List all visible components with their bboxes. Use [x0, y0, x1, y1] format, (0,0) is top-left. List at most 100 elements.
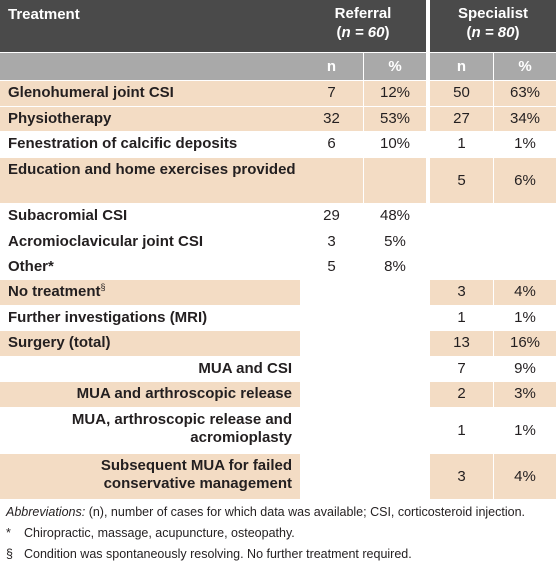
referral-pct — [363, 305, 427, 330]
table-row: Fenestration of calcific deposits 6 10% … — [0, 131, 556, 157]
specialist-pct: 34% — [493, 106, 556, 131]
specialist-n: 50 — [430, 80, 494, 106]
referral-n: 32 — [300, 106, 363, 131]
row-label: Acromioclavicular joint CSI — [0, 229, 300, 254]
specialist-n: 5 — [430, 157, 494, 203]
specialist-pct — [493, 203, 556, 229]
table-row: Subacromial CSI 29 48% — [0, 203, 556, 229]
referral-n — [300, 330, 363, 356]
row-label: Subacromial CSI — [0, 203, 300, 229]
table-row: Other* 5 8% — [0, 254, 556, 279]
referral-n: 29 — [300, 203, 363, 229]
specialist-pct: 4% — [493, 279, 556, 305]
table-row: Acromioclavicular joint CSI 3 5% — [0, 229, 556, 254]
footnote-marker: § — [100, 282, 106, 292]
table-row: Education and home exercises provided 5 … — [0, 157, 556, 203]
table-row: MUA, arthroscopic release and acromiopla… — [0, 407, 556, 453]
referral-pct-col: % — [363, 52, 427, 80]
referral-n-label: n = 60 — [341, 24, 385, 41]
row-label: No treatment§ — [0, 279, 300, 305]
row-label: MUA and CSI — [0, 356, 300, 381]
specialist-pct: 9% — [493, 356, 556, 381]
referral-header: Referral (n = 60) — [300, 0, 427, 52]
specialist-n: 27 — [430, 106, 494, 131]
table-row: No treatment§ 3 4% — [0, 279, 556, 305]
row-label: Other* — [0, 254, 300, 279]
treatment-table: Treatment Referral (n = 60) Specialist (… — [0, 0, 556, 499]
specialist-pct — [493, 229, 556, 254]
specialist-pct: 6% — [493, 157, 556, 203]
row-label: Education and home exercises provided — [0, 157, 300, 203]
referral-pct — [363, 330, 427, 356]
referral-title: Referral — [334, 5, 392, 22]
table-row: Subsequent MUA for failed conservative m… — [0, 453, 556, 499]
row-label: Surgery (total) — [0, 330, 300, 356]
referral-pct — [363, 453, 427, 499]
referral-n — [300, 381, 363, 407]
specialist-header: Specialist (n = 80) — [430, 0, 556, 52]
specialist-pct: 1% — [493, 131, 556, 157]
specialist-pct — [493, 254, 556, 279]
specialist-n-col: n — [430, 52, 494, 80]
referral-pct — [363, 381, 427, 407]
referral-n — [300, 453, 363, 499]
table-row: Physiotherapy 32 53% 27 34% — [0, 106, 556, 131]
specialist-n: 2 — [430, 381, 494, 407]
referral-n: 6 — [300, 131, 363, 157]
referral-n — [300, 157, 363, 203]
referral-pct: 53% — [363, 106, 427, 131]
referral-n: 5 — [300, 254, 363, 279]
referral-pct — [363, 407, 427, 453]
specialist-n-label: n = 80 — [471, 24, 515, 41]
column-gap — [426, 52, 431, 80]
specialist-pct: 4% — [493, 453, 556, 499]
row-label: Physiotherapy — [0, 106, 300, 131]
specialist-pct: 1% — [493, 407, 556, 453]
table-row: MUA and CSI 7 9% — [0, 356, 556, 381]
footnote-marker: * — [48, 258, 54, 275]
footnote-section: § Condition was spontaneously resolving. … — [6, 547, 412, 561]
table-row: Glenohumeral joint CSI 7 12% 50 63% — [0, 80, 556, 106]
specialist-n: 7 — [430, 356, 494, 381]
table-footnotes: Abbreviations: (n), number of cases for … — [0, 505, 556, 562]
specialist-title: Specialist — [458, 5, 529, 22]
specialist-n — [430, 203, 494, 229]
referral-pct: 48% — [363, 203, 427, 229]
treatment-header: Treatment — [0, 0, 300, 52]
specialist-pct: 1% — [493, 305, 556, 330]
specialist-n: 3 — [430, 453, 494, 499]
column-gap — [426, 0, 431, 52]
row-label: Subsequent MUA for failed conservative m… — [0, 453, 300, 499]
referral-n — [300, 407, 363, 453]
specialist-n — [430, 229, 494, 254]
subheader-blank — [0, 52, 300, 80]
referral-pct: 12% — [363, 80, 427, 106]
referral-pct — [363, 157, 427, 203]
specialist-pct: 63% — [493, 80, 556, 106]
specialist-n: 3 — [430, 279, 494, 305]
referral-n — [300, 305, 363, 330]
abbreviations-note: Abbreviations: (n), number of cases for … — [6, 505, 526, 519]
row-label: MUA, arthroscopic release and acromiopla… — [0, 407, 300, 453]
referral-pct: 5% — [363, 229, 427, 254]
referral-pct — [363, 279, 427, 305]
table-row: MUA and arthroscopic release 2 3% — [0, 381, 556, 407]
referral-pct: 10% — [363, 131, 427, 157]
referral-pct — [363, 356, 427, 381]
specialist-n: 1 — [430, 305, 494, 330]
row-label: Fenestration of calcific deposits — [0, 131, 300, 157]
referral-n — [300, 279, 363, 305]
referral-n: 3 — [300, 229, 363, 254]
specialist-n: 1 — [430, 131, 494, 157]
specialist-n: 13 — [430, 330, 494, 356]
specialist-n — [430, 254, 494, 279]
specialist-pct: 16% — [493, 330, 556, 356]
specialist-pct: 3% — [493, 381, 556, 407]
specialist-pct-col: % — [493, 52, 556, 80]
referral-n-col: n — [300, 52, 363, 80]
row-label: MUA and arthroscopic release — [0, 381, 300, 407]
row-label: Glenohumeral joint CSI — [0, 80, 300, 106]
referral-pct: 8% — [363, 254, 427, 279]
table-row: Further investigations (MRI) 1 1% — [0, 305, 556, 330]
referral-n — [300, 356, 363, 381]
